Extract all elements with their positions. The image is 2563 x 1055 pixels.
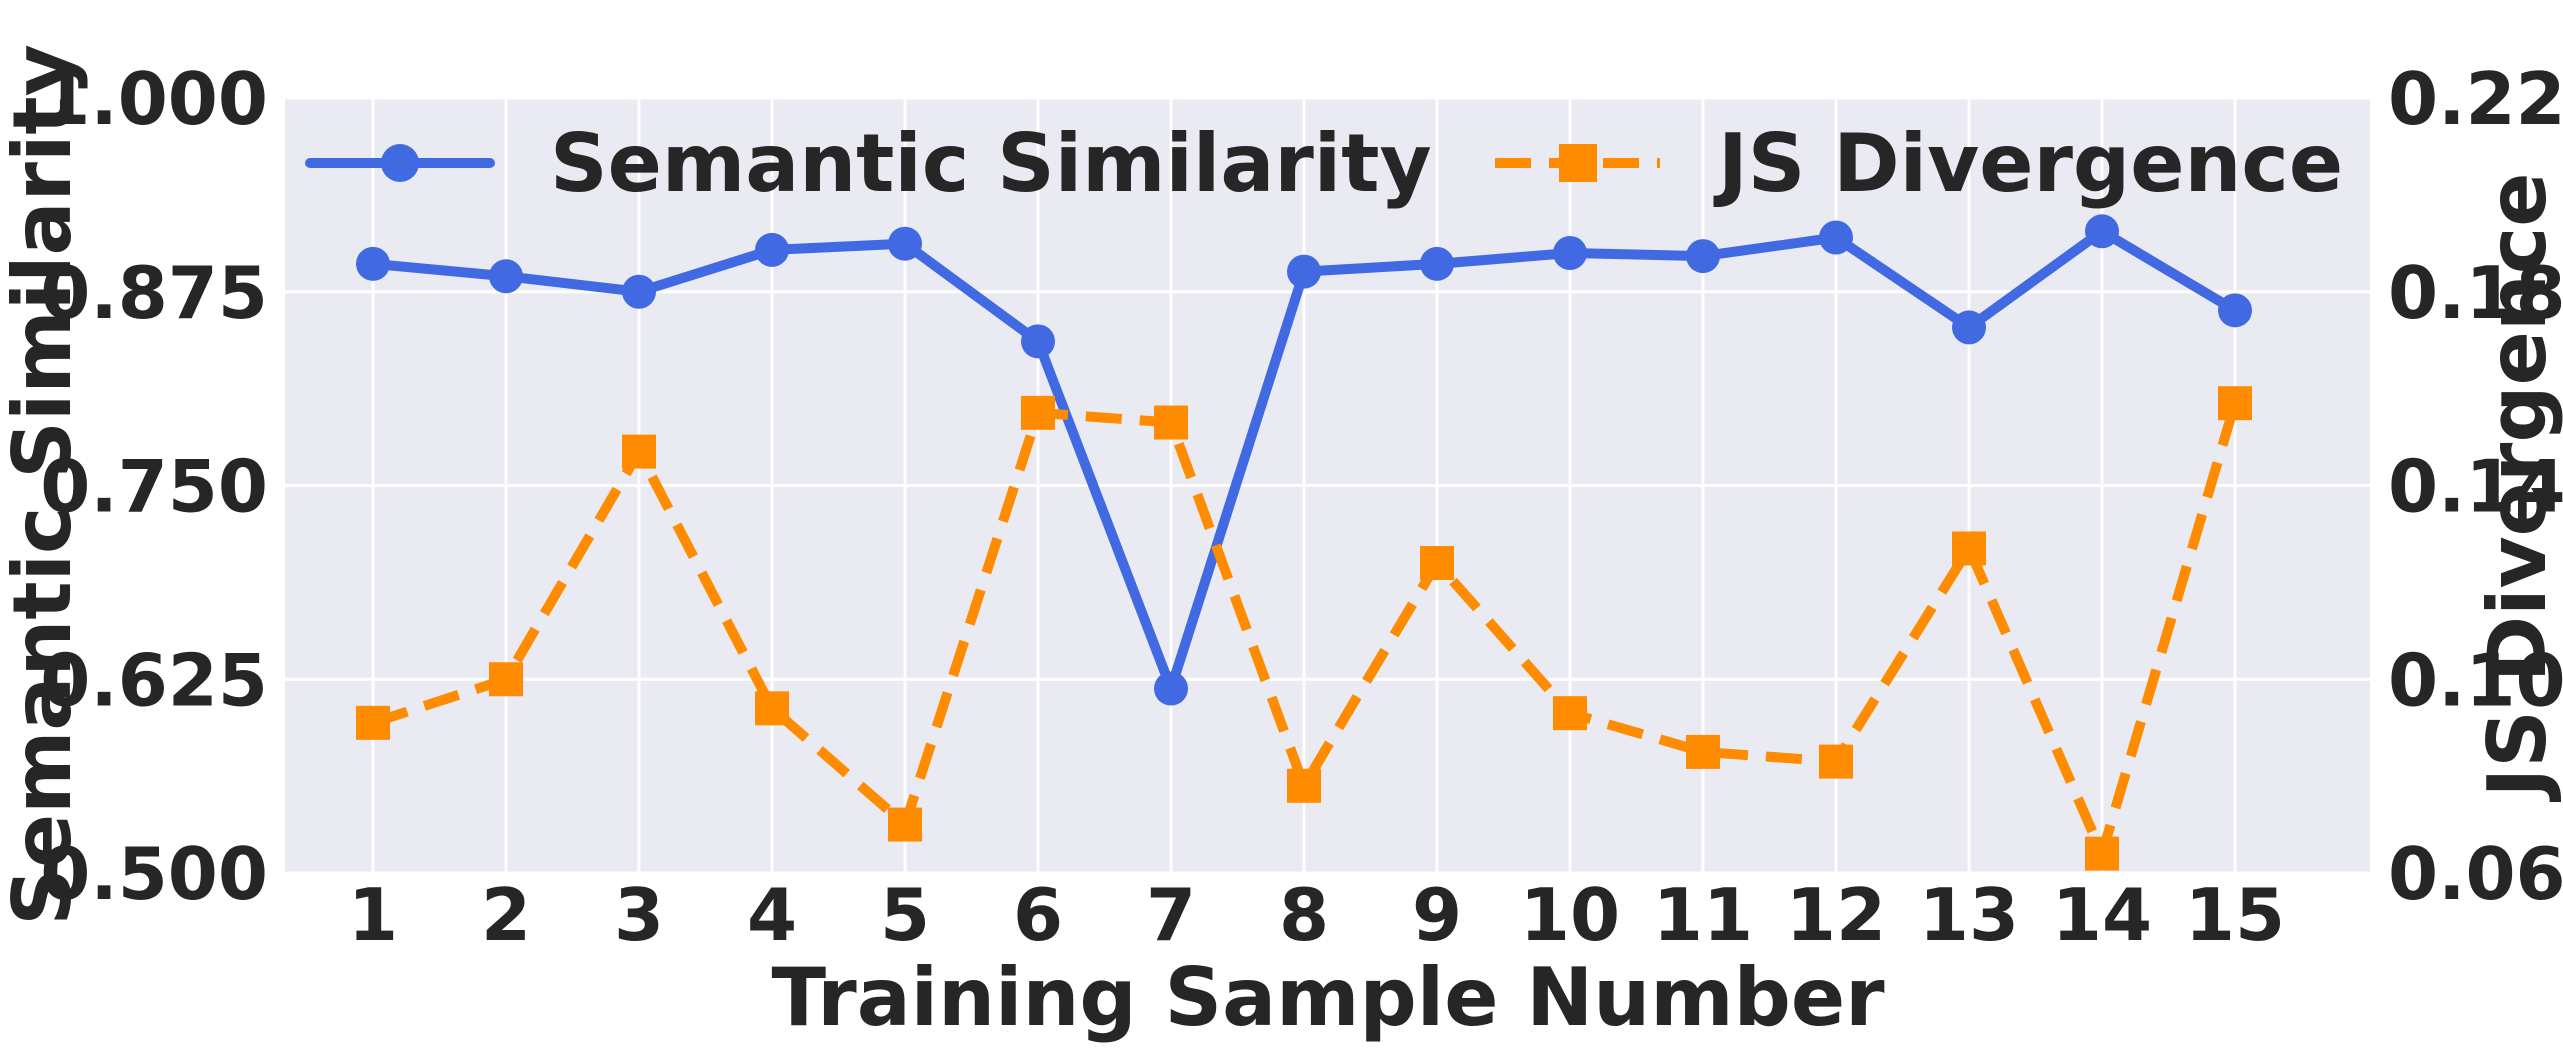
data-point-js-divergence [356, 705, 390, 740]
x-axis-label: Training Sample Number [771, 951, 1885, 1044]
legend-marker-semantic-similarity [381, 144, 419, 182]
data-point-semantic-similarity [2218, 293, 2252, 328]
data-point-js-divergence [489, 662, 523, 697]
data-point-js-divergence [1287, 768, 1321, 803]
data-point-js-divergence [622, 434, 656, 469]
y-right-tick-label: 0.14 [2388, 445, 2563, 529]
y-axis-right-label: JS Divergence [2471, 172, 2563, 802]
data-point-js-divergence [2085, 836, 2119, 871]
x-tick-label: 9 [1412, 873, 1462, 957]
data-point-semantic-similarity [888, 226, 922, 261]
data-point-js-divergence [755, 691, 789, 726]
data-point-js-divergence [888, 807, 922, 842]
data-point-semantic-similarity [622, 274, 656, 309]
data-point-js-divergence [1021, 395, 1055, 430]
x-tick-label: 7 [1146, 873, 1196, 957]
x-tick-label: 3 [614, 873, 664, 957]
x-tick-label: 8 [1279, 873, 1329, 957]
data-point-js-divergence [2218, 386, 2252, 421]
gridlines [285, 96, 2370, 875]
y-left-tick-label: 0.875 [40, 251, 268, 335]
x-tick-label: 11 [1653, 873, 1753, 957]
x-tick-label: 5 [880, 873, 930, 957]
data-point-js-divergence [1952, 531, 1986, 566]
data-point-semantic-similarity [1287, 254, 1321, 289]
series-line-js-divergence [371, 401, 2240, 859]
data-point-semantic-similarity [1686, 239, 1720, 274]
y-left-tick-label: 1.000 [40, 57, 268, 141]
data-point-js-divergence [1686, 734, 1720, 769]
tick-labels: 0.500 0.625 0.750 0.875 1.000 0.06 0.10 0.14 0.1… [40, 57, 2563, 957]
x-tick-label: 12 [1786, 873, 1886, 957]
data-point-js-divergence [1154, 405, 1188, 440]
data-point-semantic-similarity [1154, 671, 1188, 706]
data-point-semantic-similarity [1021, 324, 1055, 359]
legend-marker-js-divergence [1559, 144, 1597, 182]
legend: Semantic Similarity JS Divergence [305, 117, 2343, 210]
data-point-semantic-similarity [489, 259, 523, 294]
data-point-semantic-similarity [1952, 310, 1986, 345]
y-left-tick-label: 0.500 [40, 832, 268, 916]
data-point-js-divergence [1819, 744, 1853, 779]
y-left-tick-label: 0.625 [40, 638, 268, 722]
y-right-tick-label: 0.10 [2388, 638, 2563, 722]
y-right-tick-label: 0.06 [2388, 832, 2563, 916]
x-tick-label: 1 [348, 873, 398, 957]
y-left-tick-label: 0.750 [40, 445, 268, 529]
data-point-semantic-similarity [356, 246, 390, 281]
legend-label-semantic-similarity: Semantic Similarity [550, 117, 1432, 210]
data-point-js-divergence [1420, 546, 1454, 580]
series-layer [356, 214, 2252, 871]
x-tick-label: 10 [1520, 873, 1620, 957]
x-tick-label: 14 [2052, 873, 2152, 957]
y-right-tick-label: 0.22 [2388, 57, 2563, 141]
data-point-semantic-similarity [1553, 236, 1587, 270]
data-point-semantic-similarity [755, 232, 789, 267]
x-tick-label: 4 [747, 873, 797, 957]
data-point-semantic-similarity [1819, 220, 1853, 255]
y-axis-left-label: Semantic Similarity [0, 44, 89, 926]
y-right-tick-label: 0.18 [2388, 251, 2563, 335]
data-point-semantic-similarity [2085, 214, 2119, 249]
x-tick-label: 2 [481, 873, 531, 957]
x-tick-label: 13 [1919, 873, 2019, 957]
x-tick-label: 15 [2185, 873, 2285, 957]
data-point-js-divergence [1553, 696, 1587, 731]
legend-label-js-divergence: JS Divergence [1713, 117, 2343, 210]
data-point-semantic-similarity [1420, 246, 1454, 281]
x-tick-label: 6 [1013, 873, 1063, 957]
